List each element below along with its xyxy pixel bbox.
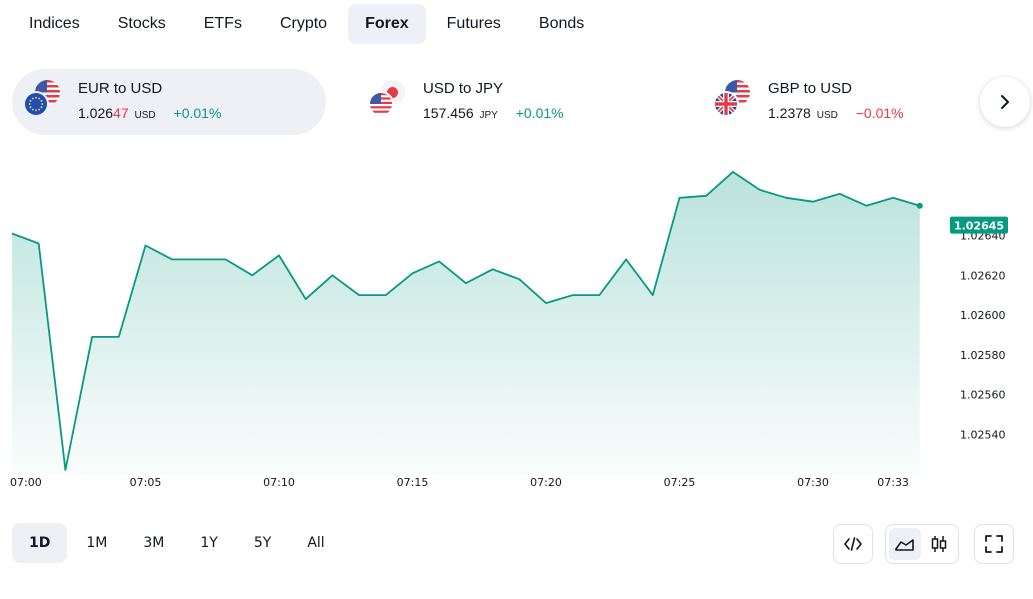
tab-bonds[interactable]: Bonds [538,15,585,32]
market-tabs: Indices Stocks ETFs Crypto Forex Futures… [12,4,601,44]
y-tick-label: 1.02560 [960,389,1006,402]
y-tick-label: 1.02580 [960,349,1006,362]
y-tick-label: 1.02620 [960,269,1006,282]
fullscreen-button[interactable] [978,528,1010,560]
x-tick-label: 07:00 [10,476,42,489]
x-tick-label: 07:15 [397,476,429,489]
range-1d-button[interactable]: 1D [12,523,68,563]
range-all-button[interactable]: All [307,535,325,551]
range-3m-button[interactable]: 3M [143,535,165,551]
last-price-point [916,202,923,209]
tab-stocks[interactable]: Stocks [117,15,166,32]
range-5y-button[interactable]: 5Y [253,535,272,551]
candlestick-icon [931,536,947,552]
tab-forex[interactable]: Forex [348,4,426,44]
quote-gbp-usd[interactable]: GBP to USD 1.2378 USD −0.01% [702,69,1016,135]
embed-tool [833,524,873,564]
quote-eur-usd[interactable]: EUR to USD 1.02647 USD +0.01% [12,69,326,135]
quote-change: +0.01% [515,104,564,121]
chart-style-tools [885,524,959,564]
range-1m-button[interactable]: 1M [86,535,108,551]
area-chart-icon [895,539,914,551]
tab-crypto[interactable]: Crypto [279,15,328,32]
quote-unit: USD [134,109,156,121]
quote-price: 1.2378 [768,104,811,121]
quote-unit: USD [816,109,838,121]
last-price-badge [950,216,1008,234]
quote-price: 1.026 [78,104,114,121]
uk-flag-icon [713,91,739,117]
quote-change: −0.01% [855,104,904,121]
tab-indices[interactable]: Indices [29,15,80,32]
x-tick-label: 07:30 [797,476,829,489]
last-price-label: 1.02645 [954,220,1004,233]
quote-carousel: EUR to USD 1.02647 USD +0.01% USD to JPY [12,69,1033,135]
quote-name: GBP to USD [768,79,852,97]
quote-unit: JPY [479,109,498,121]
quote-name: EUR to USD [78,79,163,97]
currency-pair-flags [712,78,760,126]
quote-usd-jpy[interactable]: USD to JPY 157.456 JPY +0.01% [357,69,671,135]
y-tick-label: 1.02600 [960,309,1006,322]
fullscreen-tool [974,524,1014,564]
price-area [12,171,920,474]
area-chart-button[interactable] [889,528,921,560]
quote-change: +0.01% [173,104,222,121]
quote-price-digits: 47 [113,104,129,121]
currency-pair-flags [22,78,70,126]
price-chart-svg: 1.02540 1.02560 1.02580 1.02600 1.02620 1.026… [10,170,1008,489]
price-chart[interactable]: 1.02540 1.02560 1.02580 1.02600 1.02620 1.026… [0,140,1033,500]
eu-flag-icon [23,91,49,117]
tab-futures[interactable]: Futures [446,15,501,32]
quote-name: USD to JPY [423,79,504,97]
range-1y-button[interactable]: 1Y [200,535,218,551]
candlestick-chart-button[interactable] [923,528,955,560]
x-tick-label: 07:33 [877,476,909,489]
x-tick-label: 07:20 [530,476,562,489]
price-series-line [11,170,921,471]
us-flag-icon [368,91,394,117]
chevron-right-icon [1001,95,1009,109]
embed-button[interactable] [837,528,869,560]
next-quotes-button[interactable] [980,77,1030,127]
currency-pair-flags [367,78,415,126]
x-tick-label: 07:25 [664,476,696,489]
code-icon [844,537,862,551]
y-tick-label: 1.02540 [960,428,1006,441]
tab-etfs[interactable]: ETFs [203,15,242,32]
range-selector: 1D 1M 3M 1Y 5Y All [12,523,342,563]
x-tick-label: 07:05 [130,476,162,489]
fullscreen-icon [985,535,1003,553]
x-tick-label: 07:10 [263,476,295,489]
quote-price: 157.456 [423,104,474,121]
